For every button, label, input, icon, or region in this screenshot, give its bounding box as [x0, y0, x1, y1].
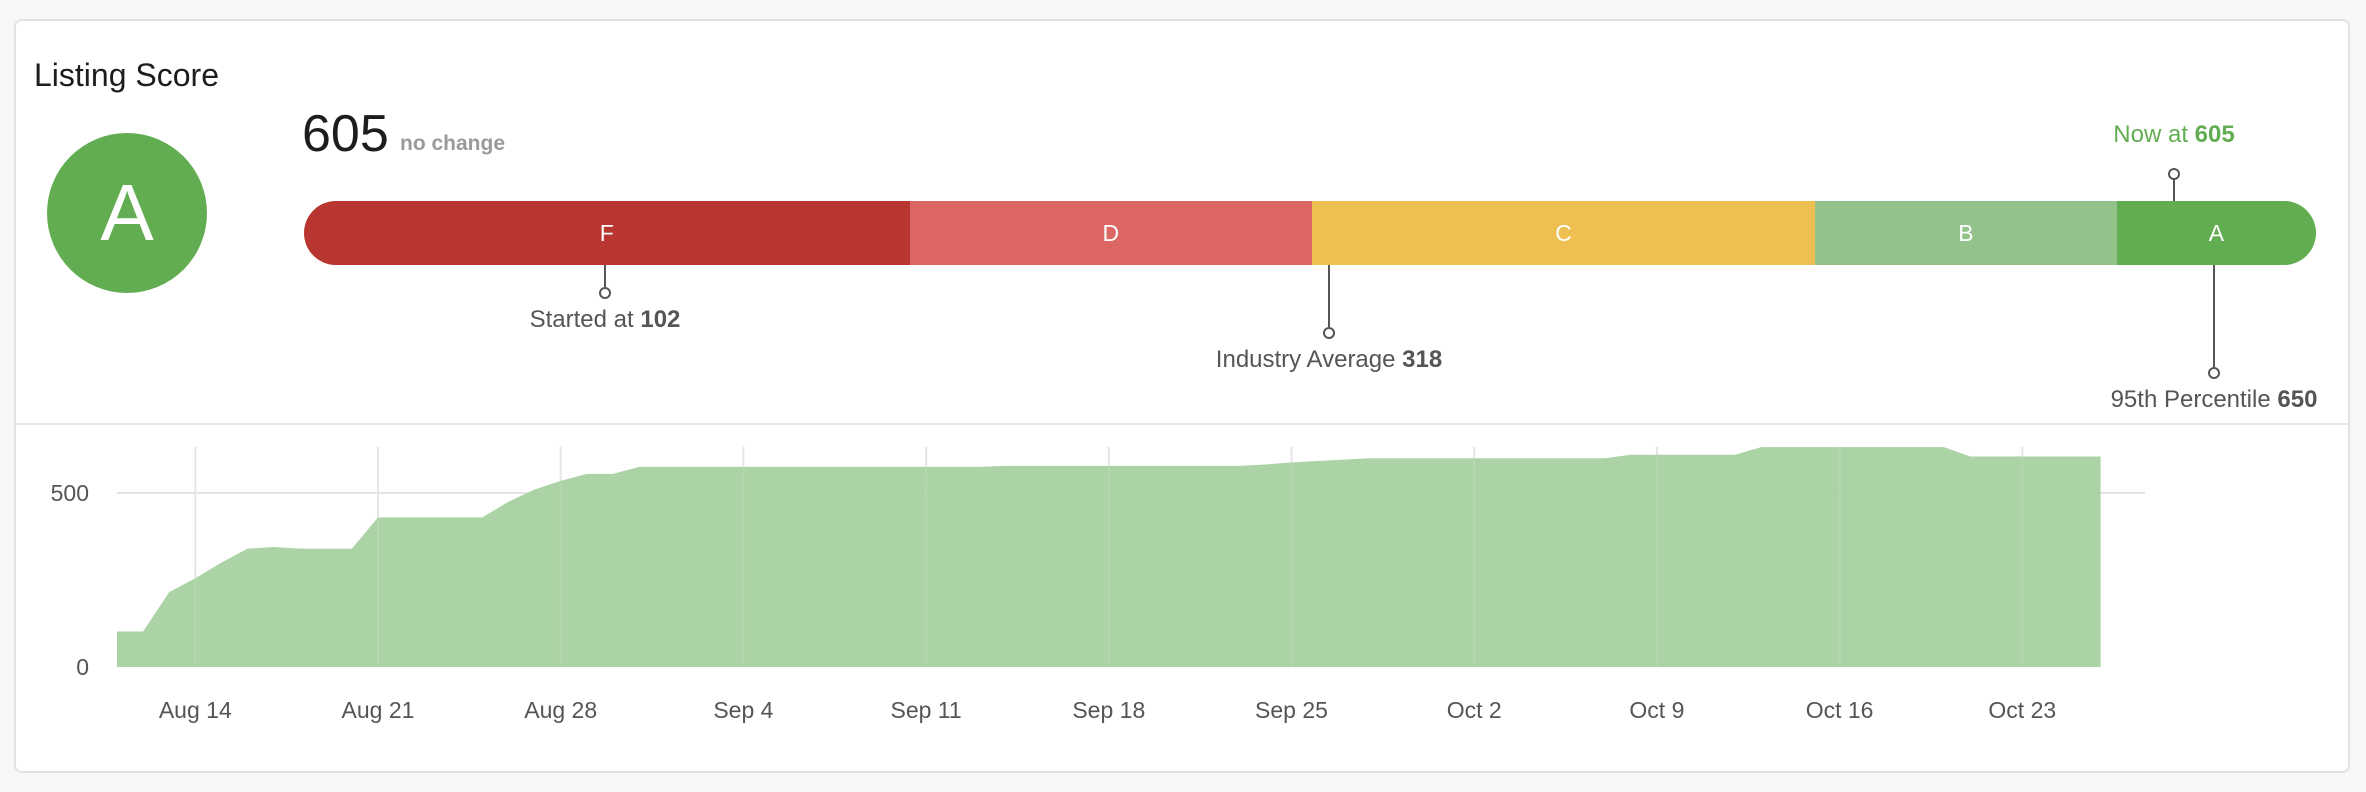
grade-segment-f: F	[304, 201, 910, 265]
card-title: Listing Score	[34, 57, 219, 93]
percentile-text: 95th Percentile	[2110, 386, 2278, 413]
started-at-value: 102	[640, 306, 681, 333]
started-marker-dot	[599, 287, 611, 299]
now-at-text: Now at	[2113, 121, 2195, 148]
started-at-text: Started at	[529, 306, 641, 333]
x-tick-label: Sep 18	[1072, 697, 1145, 723]
grade-segment-c: C	[1312, 201, 1815, 265]
x-tick-label: Aug 28	[524, 697, 597, 723]
current-score: 605	[302, 105, 389, 163]
industry-average-value: 318	[1402, 346, 1443, 373]
grade-segment-b: B	[1815, 201, 2117, 265]
percentile-value: 650	[2277, 386, 2318, 413]
y-tick-label: 0	[76, 654, 89, 680]
started-at-label: Started at 102	[530, 306, 681, 334]
percentile-marker-dot	[2208, 367, 2220, 379]
now-marker-line	[2173, 178, 2175, 201]
industry-marker-line	[1328, 265, 1330, 327]
x-tick-label: Sep 11	[890, 697, 961, 723]
x-tick-label: Sep 25	[1255, 697, 1328, 723]
x-tick-label: Sep 4	[713, 697, 773, 723]
grade-segment-a: A	[2116, 201, 2316, 265]
percentile-label: 95th Percentile 650	[2111, 386, 2318, 414]
section-divider	[16, 423, 2348, 425]
grade-letter: A	[100, 168, 154, 257]
score-change-note: no change	[400, 132, 506, 155]
x-tick-label: Oct 16	[1806, 697, 1874, 723]
industry-average-label: Industry Average 318	[1216, 346, 1442, 374]
grade-badge: A	[47, 133, 207, 293]
grade-segment-d: D	[909, 201, 1312, 265]
x-tick-label: Oct 2	[1447, 697, 1502, 723]
now-at-label: Now at 605	[2113, 121, 2234, 149]
x-tick-label: Aug 14	[159, 697, 232, 723]
industry-average-text: Industry Average	[1215, 346, 1403, 373]
started-marker-line	[604, 265, 606, 287]
x-tick-label: Oct 23	[1988, 697, 2056, 723]
y-tick-label: 500	[51, 480, 89, 506]
x-tick-label: Oct 9	[1629, 697, 1684, 723]
x-tick-label: Aug 21	[342, 697, 415, 723]
percentile-marker-line	[2213, 265, 2215, 367]
industry-marker-dot	[1323, 327, 1335, 339]
now-at-value: 605	[2194, 121, 2235, 148]
score-area	[117, 447, 2101, 667]
